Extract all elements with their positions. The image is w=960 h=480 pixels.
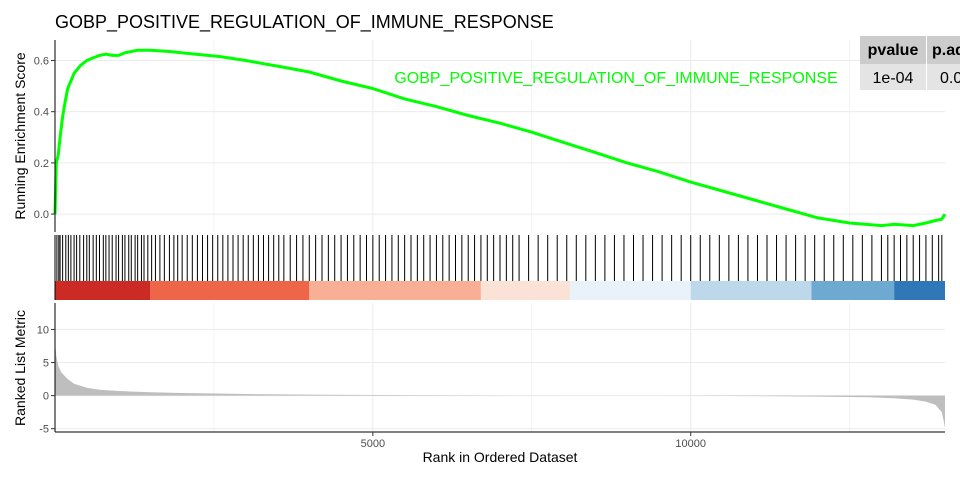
stats-header-cell-pvalue <box>860 36 926 64</box>
stats-value-padj: 0.0 <box>940 70 960 87</box>
chart-title: GOBP_POSITIVE_REGULATION_OF_IMMUNE_RESPO… <box>55 12 554 33</box>
stats-value-cell-padj <box>927 64 960 90</box>
hit-lines <box>54 235 943 281</box>
ranked-metric-y-tick-label: 0 <box>43 391 49 403</box>
ranked-metric-y-tick-label: -5 <box>39 424 49 436</box>
stats-table: pvalue p.ad 1e-04 0.0 <box>860 36 960 90</box>
running-score-y-tick-label: 0.6 <box>34 55 49 67</box>
hits-panel <box>54 235 945 300</box>
x-axis-label: Rank in Ordered Dataset <box>423 449 578 465</box>
rank-color-segment <box>690 281 812 300</box>
rank-color-band <box>55 281 945 300</box>
stats-header-pvalue: pvalue <box>868 42 919 59</box>
running-score-y-ticks: 0.0 0.2 0.4 0.6 <box>34 55 55 221</box>
gene-set-label: GOBP_POSITIVE_REGULATION_OF_IMMUNE_RESPO… <box>394 70 837 87</box>
stats-header-cell-padj <box>927 36 960 64</box>
ranked-metric-y-ticks: -5 0 5 10 <box>37 324 55 436</box>
x-ticks: 5000 10000 <box>361 432 706 450</box>
stats-header-padj: p.ad <box>932 42 960 59</box>
rank-color-segment <box>569 281 691 300</box>
running-score-gridlines <box>55 40 945 232</box>
stats-value-cell-pvalue <box>860 64 926 90</box>
x-tick-label: 10000 <box>675 438 706 450</box>
ranked-metric-y-tick-label: 5 <box>43 358 49 370</box>
rank-color-segment <box>894 281 945 300</box>
rank-color-segment <box>309 281 481 300</box>
rank-color-segment <box>811 281 895 300</box>
running-score-y-tick-label: 0.0 <box>34 209 49 221</box>
ranked-metric-panel: -5 0 5 10 5000 10000 Ranked List Metric Rank… <box>12 303 945 465</box>
rank-color-segment <box>55 281 151 300</box>
x-tick-label: 5000 <box>361 438 385 450</box>
rank-color-segment <box>150 281 310 300</box>
rank-color-segment <box>480 281 570 300</box>
stats-value-pvalue: 1e-04 <box>873 70 914 87</box>
running-score-curve <box>53 48 947 228</box>
ranked-metric-area <box>55 342 945 428</box>
ranked-metric-y-label: Ranked List Metric <box>12 310 28 426</box>
running-score-y-label: Running Enrichment Score <box>12 52 28 220</box>
running-score-y-tick-label: 0.2 <box>34 158 49 170</box>
running-score-y-tick-label: 0.4 <box>34 107 49 119</box>
ranked-metric-y-tick-label: 10 <box>37 324 49 336</box>
running-score-panel: 0.0 0.2 0.4 0.6 Running Enrichment Score GO… <box>12 40 947 232</box>
ranked-metric-gridlines <box>55 303 945 432</box>
